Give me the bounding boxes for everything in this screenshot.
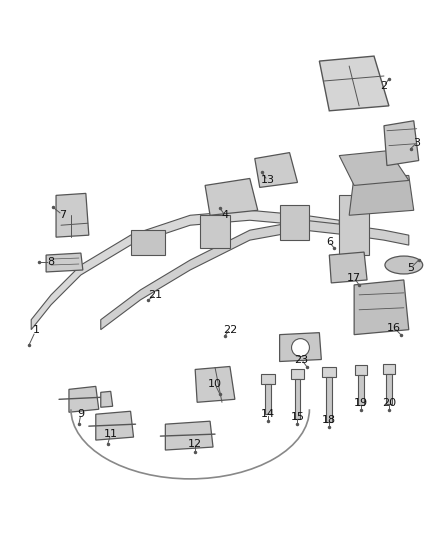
Polygon shape [354,280,409,335]
Text: 5: 5 [407,263,414,273]
Text: 12: 12 [188,439,202,449]
Text: 6: 6 [326,237,333,247]
Polygon shape [265,384,271,414]
Text: 1: 1 [33,325,40,335]
Polygon shape [261,375,275,384]
Polygon shape [96,411,134,440]
Polygon shape [165,421,213,450]
Text: 20: 20 [382,398,396,408]
Text: 17: 17 [347,273,361,283]
Polygon shape [131,230,165,255]
Polygon shape [56,193,89,237]
Polygon shape [46,253,83,272]
Text: 4: 4 [221,210,229,220]
Polygon shape [101,391,113,407]
Polygon shape [358,375,364,405]
Text: 9: 9 [78,409,85,419]
Text: 14: 14 [261,409,275,419]
Polygon shape [386,375,392,404]
Text: 18: 18 [322,415,336,425]
Polygon shape [322,367,336,377]
Text: 22: 22 [223,325,237,335]
Polygon shape [255,152,297,188]
Text: 13: 13 [261,175,275,185]
Polygon shape [355,366,367,375]
Polygon shape [339,151,409,185]
Text: 7: 7 [60,210,67,220]
Polygon shape [326,377,332,422]
Polygon shape [205,179,258,215]
Polygon shape [101,220,409,330]
Text: 16: 16 [387,322,401,333]
Polygon shape [339,196,369,255]
Polygon shape [195,367,235,402]
Polygon shape [319,56,389,111]
Polygon shape [329,252,367,283]
Polygon shape [31,211,339,330]
Polygon shape [384,121,419,166]
Ellipse shape [385,256,423,274]
Polygon shape [383,365,395,375]
Text: 3: 3 [413,138,420,148]
Text: 8: 8 [47,257,55,267]
Text: 23: 23 [294,354,308,365]
Text: 15: 15 [290,412,304,422]
Text: 19: 19 [354,398,368,408]
Ellipse shape [292,338,309,357]
Text: 21: 21 [148,290,162,300]
Polygon shape [290,369,304,379]
Polygon shape [69,386,99,412]
Text: 2: 2 [380,81,388,91]
Polygon shape [279,205,309,240]
Text: 11: 11 [104,429,118,439]
Polygon shape [200,215,230,248]
Text: 10: 10 [208,379,222,390]
Polygon shape [294,379,300,419]
Polygon shape [349,175,414,215]
Polygon shape [279,333,321,361]
